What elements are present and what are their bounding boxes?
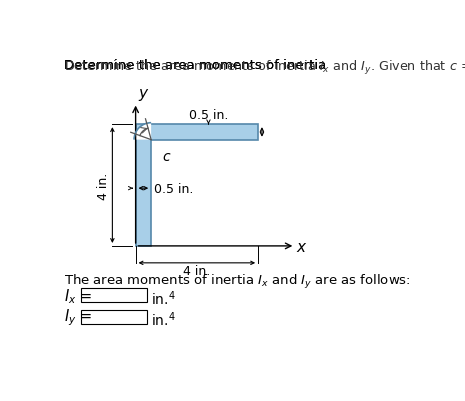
Text: Determine the area moments of inertia $I_x$ and $I_y$. Given that $c$ = 0.94 in.: Determine the area moments of inertia $I… bbox=[64, 59, 465, 77]
Polygon shape bbox=[134, 124, 151, 140]
Polygon shape bbox=[136, 125, 258, 246]
Text: $I_y$ =: $I_y$ = bbox=[64, 307, 93, 327]
Text: in.$^4$: in.$^4$ bbox=[151, 289, 176, 307]
Text: c: c bbox=[162, 150, 170, 164]
Text: 4 in.: 4 in. bbox=[97, 172, 110, 199]
Bar bbox=[81, 310, 147, 324]
Text: 4 in.: 4 in. bbox=[183, 265, 211, 277]
Text: 0.5 in.: 0.5 in. bbox=[189, 109, 228, 122]
Text: Determine the area moments of inertia: Determine the area moments of inertia bbox=[64, 59, 331, 72]
Text: 0.5 in.: 0.5 in. bbox=[154, 182, 193, 195]
Text: in.$^4$: in.$^4$ bbox=[151, 310, 176, 328]
Text: x: x bbox=[297, 239, 306, 255]
Bar bbox=[81, 289, 147, 302]
Text: The area moments of inertia $I_x$ and $I_y$ are as follows:: The area moments of inertia $I_x$ and $I… bbox=[64, 272, 411, 290]
Text: Determine the area moments of inertia: Determine the area moments of inertia bbox=[64, 59, 331, 72]
Text: y: y bbox=[138, 85, 147, 100]
Text: $I_x$ =: $I_x$ = bbox=[64, 286, 93, 305]
